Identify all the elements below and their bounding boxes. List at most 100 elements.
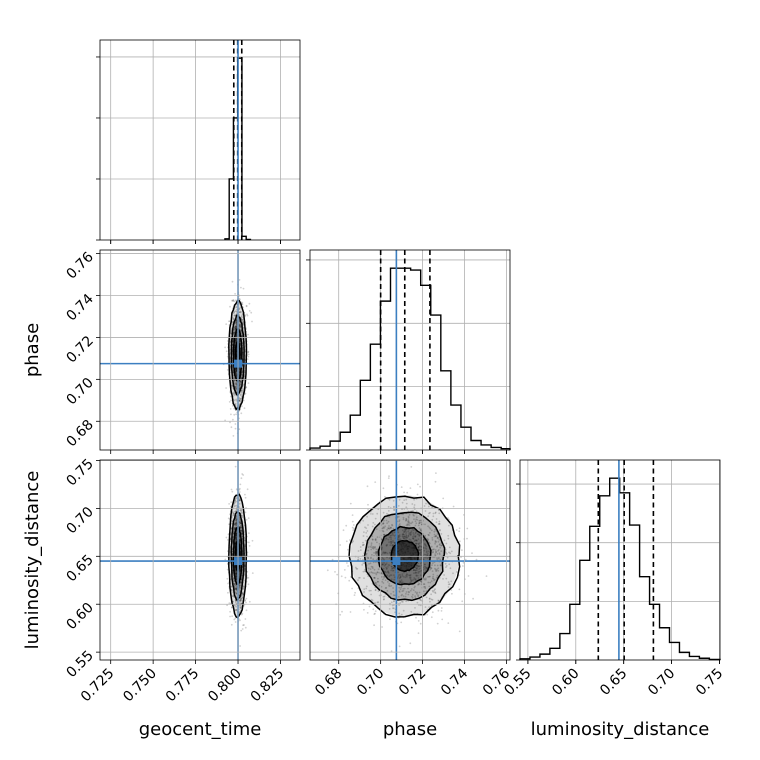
sample-point: [390, 593, 392, 595]
sample-point: [376, 512, 379, 515]
sample-point: [388, 608, 391, 610]
sample-point: [427, 533, 430, 536]
sample-point: [409, 522, 411, 524]
sample-point: [425, 567, 428, 570]
sample-point: [388, 527, 390, 530]
sample-point: [357, 558, 360, 561]
sample-point: [419, 622, 422, 625]
sample-point: [341, 610, 343, 613]
sample-point: [239, 522, 242, 525]
sample-point: [447, 517, 449, 519]
sample-point: [235, 536, 238, 539]
sample-point: [234, 523, 237, 526]
sample-point: [383, 564, 386, 567]
sample-point: [374, 589, 377, 592]
sample-point: [398, 523, 401, 525]
sample-point: [367, 557, 369, 559]
sample-point: [431, 577, 434, 580]
x-tick-label: 0.800: [205, 666, 245, 706]
sample-point: [235, 370, 237, 373]
sample-point: [235, 534, 238, 537]
sample-point: [407, 523, 410, 526]
sample-point: [374, 602, 376, 604]
sample-point: [240, 376, 243, 379]
sample-point: [234, 504, 237, 507]
sample-point: [368, 563, 370, 565]
sample-point: [227, 591, 229, 594]
sample-point: [390, 585, 393, 587]
sample-point: [362, 562, 365, 564]
sample-point: [420, 553, 423, 555]
sample-point: [370, 513, 372, 515]
sample-point: [235, 325, 237, 328]
x-tick-label: 0.68: [312, 666, 345, 699]
sample-point: [372, 547, 375, 550]
sample-point: [374, 553, 377, 555]
sample-point: [235, 536, 238, 538]
sample-point: [233, 311, 236, 314]
sample-point: [415, 522, 418, 525]
sample-point: [424, 566, 427, 569]
sample-point: [239, 342, 242, 345]
sample-point: [383, 533, 386, 536]
sample-point: [241, 319, 244, 321]
sample-point: [238, 325, 241, 327]
sample-point: [397, 536, 400, 539]
sample-point: [400, 594, 403, 597]
sample-point: [422, 547, 425, 550]
sample-point: [235, 575, 238, 578]
sample-point: [451, 592, 453, 595]
sample-point: [390, 565, 393, 568]
sample-point: [241, 532, 243, 535]
sample-point: [392, 541, 394, 543]
sample-point: [235, 536, 237, 539]
sample-point: [387, 581, 389, 583]
sample-point: [238, 538, 241, 541]
sample-point: [424, 543, 426, 546]
sample-point: [461, 549, 463, 551]
sample-point: [238, 326, 241, 329]
sample-point: [415, 539, 417, 542]
sample-point: [232, 435, 235, 437]
sample-point: [242, 287, 245, 290]
sample-point: [241, 319, 243, 321]
sample-point: [364, 570, 367, 573]
sample-point: [239, 380, 242, 383]
sample-point: [373, 576, 376, 579]
sample-point: [369, 568, 372, 570]
sample-point: [433, 535, 436, 538]
sample-point: [235, 588, 238, 590]
sample-point: [432, 573, 435, 576]
sample-point: [415, 571, 418, 574]
sample-point: [233, 583, 236, 585]
sample-point: [232, 405, 234, 407]
sample-point: [238, 539, 241, 541]
sample-point: [411, 528, 414, 531]
sample-point: [392, 527, 395, 530]
sample-point: [401, 501, 404, 504]
sample-point: [399, 602, 402, 604]
sample-point: [386, 528, 388, 531]
sample-point: [363, 531, 365, 533]
sample-point: [377, 577, 379, 580]
sample-point: [439, 529, 441, 532]
sample-point: [424, 510, 427, 512]
sample-point: [437, 537, 439, 540]
sample-point: [428, 534, 430, 537]
sample-point: [418, 522, 421, 524]
sample-point: [351, 526, 354, 529]
sample-point: [403, 535, 405, 538]
sample-point: [403, 533, 405, 536]
sample-point: [370, 571, 373, 574]
sample-point: [238, 399, 241, 402]
sample-point: [225, 387, 228, 389]
sample-point: [436, 533, 439, 535]
sample-point: [450, 580, 453, 583]
sample-point: [415, 542, 418, 545]
sample-point: [420, 557, 423, 559]
sample-point: [362, 544, 364, 546]
sample-point: [419, 558, 421, 561]
sample-point: [416, 564, 419, 567]
sample-point: [235, 369, 237, 372]
